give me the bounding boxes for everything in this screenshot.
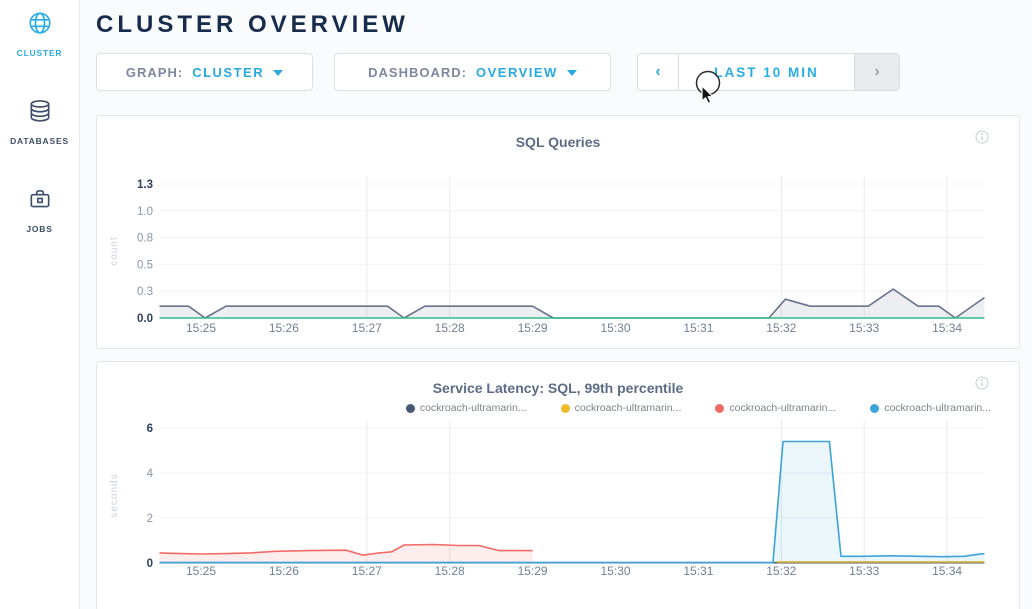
chart-legend: cockroach-ultramarin... cockroach-ultrama… — [97, 400, 1019, 416]
legend-item[interactable]: cockroach-ultramarin... — [405, 402, 527, 414]
dashboard-dropdown-label: DASHBOARD: — [368, 64, 467, 80]
briefcase-icon — [27, 186, 53, 217]
svg-text:0.8: 0.8 — [137, 233, 153, 245]
svg-text:15:31: 15:31 — [683, 321, 713, 335]
sidebar-item-label: CLUSTER — [16, 48, 63, 58]
sql-queries-panel: SQL Queries 0.0 0.3 0.5 0.8 1.0 1.3 15:25 15:26… — [96, 115, 1020, 349]
chevron-down-icon — [566, 69, 577, 76]
svg-text:15:31: 15:31 — [683, 564, 713, 578]
legend-label: cockroach-ultramarin... — [729, 402, 837, 414]
graph-dropdown[interactable]: GRAPH: CLUSTER — [96, 53, 313, 91]
svg-text:2: 2 — [147, 513, 153, 525]
info-icon[interactable] — [975, 376, 989, 395]
svg-text:15:28: 15:28 — [435, 321, 465, 335]
sidebar-item-databases[interactable]: DATABASES — [0, 88, 79, 146]
chart-title: Service Latency: SQL, 99th percentile — [432, 380, 684, 396]
svg-text:0: 0 — [147, 558, 153, 570]
svg-text:15:25: 15:25 — [186, 564, 216, 578]
time-range-next-button[interactable]: › — [854, 54, 899, 90]
legend-dot-icon — [560, 403, 570, 413]
svg-text:15:27: 15:27 — [352, 321, 382, 335]
svg-text:0.5: 0.5 — [137, 259, 153, 271]
svg-text:15:26: 15:26 — [269, 321, 299, 335]
legend-label: cockroach-ultramarin... — [419, 402, 527, 414]
service-latency-panel: Service Latency: SQL, 99th percentile co… — [96, 361, 1020, 609]
legend-item[interactable]: cockroach-ultramarin... — [715, 402, 836, 414]
svg-text:15:26: 15:26 — [269, 564, 299, 578]
svg-text:seconds: seconds — [109, 473, 120, 517]
legend-label: cockroach-ultramarin... — [884, 402, 991, 414]
svg-text:0.3: 0.3 — [137, 286, 153, 298]
graph-dropdown-value: CLUSTER — [192, 64, 265, 80]
legend-item[interactable]: cockroach-ultramarin... — [870, 402, 991, 414]
svg-text:1.3: 1.3 — [137, 179, 153, 191]
legend-dot-icon — [405, 403, 415, 413]
svg-text:15:29: 15:29 — [518, 321, 548, 335]
svg-text:6: 6 — [147, 423, 153, 435]
time-range-prev-button[interactable]: ‹ — [638, 54, 678, 90]
svg-text:15:32: 15:32 — [766, 321, 796, 335]
svg-text:15:30: 15:30 — [600, 321, 630, 335]
svg-text:15:27: 15:27 — [352, 564, 382, 578]
graph-dropdown-label: GRAPH: — [125, 64, 184, 80]
svg-text:15:25: 15:25 — [186, 321, 216, 335]
sidebar-item-label: DATABASES — [10, 136, 69, 146]
svg-text:15:29: 15:29 — [518, 564, 548, 578]
legend-item[interactable]: cockroach-ultramarin... — [560, 402, 682, 414]
chart-title: SQL Queries — [515, 134, 601, 150]
globe-icon — [27, 10, 53, 41]
svg-text:15:33: 15:33 — [849, 321, 879, 335]
info-icon[interactable] — [975, 130, 989, 149]
svg-text:15:28: 15:28 — [435, 564, 465, 578]
time-range-label[interactable]: LAST 10 MIN — [678, 54, 854, 90]
svg-text:count: count — [109, 236, 120, 265]
sql-queries-chart[interactable]: 0.0 0.3 0.5 0.8 1.0 1.3 15:25 15:26 15:27 15:28 15… — [97, 166, 1017, 348]
svg-text:15:34: 15:34 — [932, 564, 962, 578]
sidebar: CLUSTER DATABASES JOBS — [0, 0, 80, 609]
chevron-down-icon — [273, 69, 284, 76]
svg-text:1.0: 1.0 — [137, 206, 153, 218]
service-latency-chart[interactable]: 0 2 4 6 15:25 15:26 15:27 15:28 15:29 15:30 15:31 1… — [97, 420, 1017, 588]
database-icon — [27, 98, 53, 129]
controls-bar: GRAPH: CLUSTER DASHBOARD: OVERVIEW ‹ LAS… — [96, 53, 1020, 91]
sidebar-item-jobs[interactable]: JOBS — [0, 176, 79, 234]
svg-text:15:33: 15:33 — [849, 564, 879, 578]
time-range-selector: ‹ LAST 10 MIN › — [637, 53, 900, 91]
sidebar-item-label: JOBS — [26, 224, 53, 234]
dashboard-dropdown-value: OVERVIEW — [476, 64, 558, 80]
legend-label: cockroach-ultramarin... — [574, 402, 682, 414]
svg-text:15:34: 15:34 — [932, 321, 962, 335]
dashboard-dropdown[interactable]: DASHBOARD: OVERVIEW — [334, 53, 611, 91]
svg-text:15:32: 15:32 — [766, 564, 796, 578]
page-title: CLUSTER OVERVIEW — [96, 11, 409, 38]
svg-text:4: 4 — [147, 468, 154, 480]
legend-dot-icon — [715, 403, 725, 413]
svg-text:15:30: 15:30 — [600, 564, 630, 578]
sidebar-item-cluster[interactable]: CLUSTER — [0, 0, 79, 58]
legend-dot-icon — [870, 403, 880, 413]
svg-text:0.0: 0.0 — [137, 313, 153, 325]
